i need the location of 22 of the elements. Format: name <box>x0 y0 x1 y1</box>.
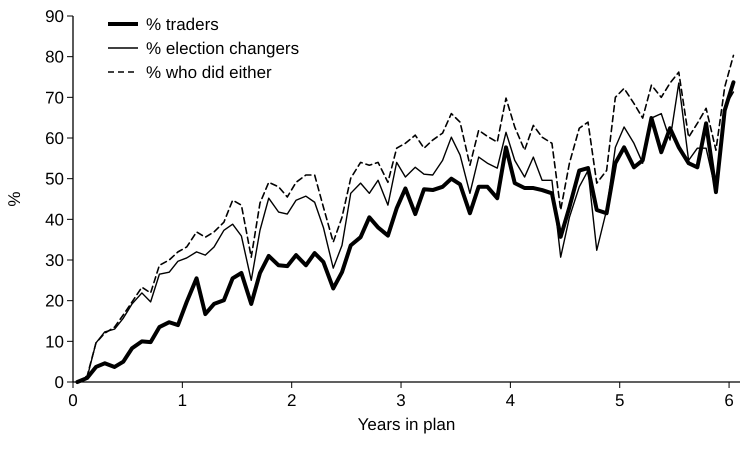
y-tick-label: 10 <box>45 332 64 352</box>
x-tick-label: 5 <box>614 391 624 410</box>
y-axis-title: % <box>5 191 24 207</box>
y-tick-label: 20 <box>45 292 64 311</box>
y-tick-label: 80 <box>45 48 64 67</box>
legend-label: % election changers <box>146 39 300 58</box>
x-tick-label: 0 <box>68 391 78 410</box>
x-axis-title: Years in plan <box>358 415 456 434</box>
y-tick-label: 50 <box>45 170 64 189</box>
x-tick-label: 2 <box>286 391 296 410</box>
x-tick-label: 6 <box>724 391 734 410</box>
y-tick-label: 90 <box>45 7 64 26</box>
x-tick-label: 4 <box>506 391 516 410</box>
y-tick-label: 40 <box>45 210 64 230</box>
y-tick-label: 60 <box>45 129 64 148</box>
y-tick-label: 0 <box>54 373 64 392</box>
x-tick-label: 1 <box>178 391 188 410</box>
legend-label: % traders <box>146 15 219 34</box>
x-tick-label: 3 <box>396 391 406 410</box>
y-tick-label: 70 <box>45 88 64 108</box>
legend-label: % who did either <box>146 63 272 82</box>
y-tick-label: 30 <box>45 251 64 270</box>
